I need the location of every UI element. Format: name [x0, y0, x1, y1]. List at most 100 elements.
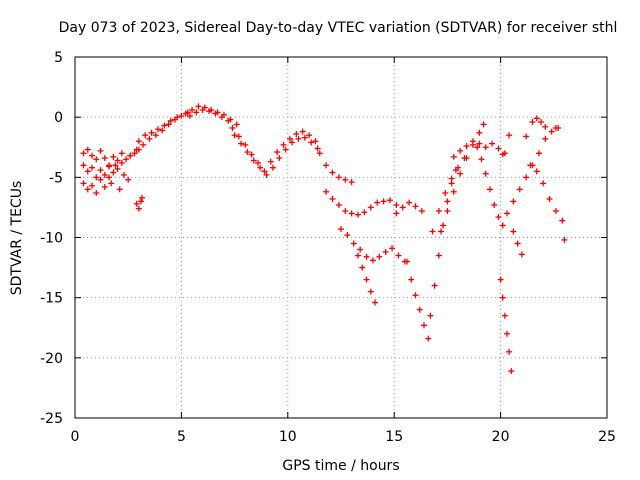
data-point: [199, 106, 206, 113]
data-point: [106, 163, 113, 170]
data-point: [299, 128, 306, 135]
data-point: [389, 245, 396, 252]
x-tick-label: 15: [385, 429, 403, 445]
y-tick-label: -5: [49, 170, 63, 186]
data-point: [408, 276, 415, 283]
data-point: [161, 122, 168, 129]
data-point: [538, 118, 545, 125]
data-point: [361, 209, 368, 216]
data-point: [316, 150, 323, 157]
data-point: [363, 253, 370, 260]
data-point: [106, 174, 113, 181]
data-point: [476, 140, 483, 147]
data-point: [193, 109, 200, 116]
data-point: [314, 145, 321, 152]
data-point: [395, 252, 402, 259]
data-point: [457, 170, 464, 177]
data-point: [372, 299, 379, 306]
data-point: [412, 292, 419, 299]
data-point: [542, 135, 549, 142]
data-point: [276, 155, 283, 162]
data-point: [495, 145, 502, 152]
y-tick-label: -10: [40, 231, 63, 247]
data-point: [233, 121, 240, 128]
data-point: [516, 186, 523, 193]
y-tick-label: -25: [40, 411, 63, 427]
data-point: [486, 186, 493, 193]
data-point: [135, 138, 142, 145]
data-point: [133, 146, 140, 153]
data-point: [84, 186, 91, 193]
data-point: [242, 141, 249, 148]
data-point: [442, 189, 449, 196]
y-tick-label: 0: [54, 110, 63, 126]
data-point: [154, 126, 161, 133]
data-point: [548, 128, 555, 135]
data-point: [84, 168, 91, 175]
data-point: [269, 164, 276, 171]
data-point: [438, 228, 445, 235]
data-point: [425, 335, 432, 342]
data-point: [218, 114, 225, 121]
data-point: [263, 171, 270, 178]
data-point: [295, 135, 302, 142]
data-point: [255, 159, 262, 166]
data-point: [186, 112, 193, 119]
data-point: [225, 117, 232, 124]
data-point: [508, 368, 515, 375]
data-point: [495, 214, 502, 221]
data-point: [167, 117, 174, 124]
data-point: [489, 140, 496, 147]
data-point: [529, 118, 536, 125]
data-point: [118, 150, 125, 157]
data-point: [80, 150, 87, 157]
data-point: [374, 199, 381, 206]
data-point: [559, 217, 566, 224]
data-point: [367, 204, 374, 211]
data-point: [108, 180, 115, 187]
data-point: [174, 114, 181, 121]
data-point: [89, 152, 96, 159]
data-point: [110, 169, 117, 176]
data-point: [148, 129, 155, 136]
data-point: [357, 246, 364, 253]
data-point: [123, 156, 130, 163]
grid: [75, 57, 607, 418]
data-point: [476, 129, 483, 136]
data-point: [93, 174, 100, 181]
data-point: [420, 322, 427, 329]
data-point: [506, 348, 513, 355]
data-point: [555, 124, 562, 131]
data-point: [514, 240, 521, 247]
data-point: [116, 186, 123, 193]
data-point: [342, 208, 349, 215]
y-tick-label: -15: [40, 291, 63, 307]
data-point: [137, 198, 144, 205]
data-point: [189, 106, 196, 113]
data-point: [418, 208, 425, 215]
data-point: [348, 179, 355, 186]
axes: [74, 56, 608, 419]
data-point: [84, 146, 91, 153]
data-point: [363, 276, 370, 283]
data-point: [101, 155, 108, 162]
data-point: [523, 133, 530, 140]
data-point: [342, 176, 349, 183]
data-point: [80, 180, 87, 187]
data-point: [206, 108, 213, 115]
data-point: [195, 103, 202, 110]
data-point: [286, 135, 293, 142]
data-point: [499, 294, 506, 301]
data-point: [282, 146, 289, 153]
data-point: [329, 169, 336, 176]
data-point: [561, 236, 568, 243]
data-point: [178, 112, 185, 119]
data-point: [480, 121, 487, 128]
data-point: [503, 210, 510, 217]
data-point: [444, 198, 451, 205]
data-point: [118, 159, 125, 166]
data-point: [535, 150, 542, 157]
data-point: [463, 143, 470, 150]
data-point: [338, 226, 344, 233]
data-point: [435, 252, 442, 259]
